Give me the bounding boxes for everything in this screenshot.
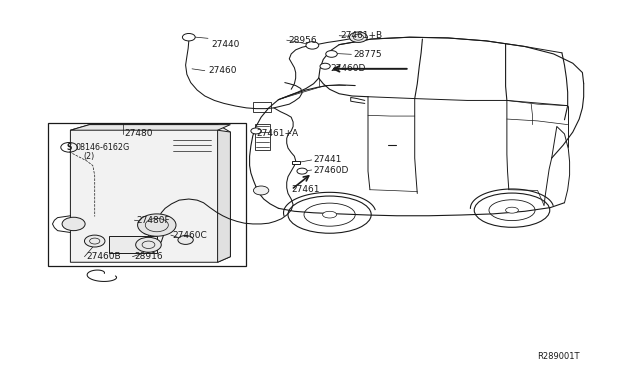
Text: 28956: 28956 <box>288 36 317 45</box>
Polygon shape <box>218 130 230 262</box>
Bar <box>253 102 271 112</box>
Ellipse shape <box>506 207 518 213</box>
Text: 08146-6162G: 08146-6162G <box>76 143 130 152</box>
Text: 27441: 27441 <box>314 155 342 164</box>
Text: 27480: 27480 <box>125 129 154 138</box>
Circle shape <box>138 214 176 236</box>
Circle shape <box>306 42 319 49</box>
Text: 28775: 28775 <box>353 50 382 59</box>
Ellipse shape <box>323 211 337 218</box>
Circle shape <box>349 32 367 42</box>
Circle shape <box>297 168 307 174</box>
Text: 27480F: 27480F <box>136 216 170 225</box>
Text: 27460C: 27460C <box>173 231 207 240</box>
Text: 27460D: 27460D <box>330 64 365 73</box>
Polygon shape <box>70 125 230 262</box>
Bar <box>48 123 246 266</box>
Bar <box>109 236 157 253</box>
Text: 27461+B: 27461+B <box>340 31 383 40</box>
Circle shape <box>326 51 337 57</box>
Circle shape <box>84 235 105 247</box>
Text: 27440: 27440 <box>211 40 239 49</box>
Bar <box>292 161 300 164</box>
Circle shape <box>62 217 85 231</box>
Text: 27460D: 27460D <box>314 166 349 174</box>
Circle shape <box>182 33 195 41</box>
Circle shape <box>136 237 161 252</box>
Circle shape <box>251 128 261 134</box>
Text: 27461+A: 27461+A <box>256 129 298 138</box>
Text: S: S <box>67 143 72 152</box>
Circle shape <box>253 186 269 195</box>
Text: (2): (2) <box>83 152 95 161</box>
Text: 27460B: 27460B <box>86 252 121 261</box>
Circle shape <box>178 235 193 244</box>
Text: 27460: 27460 <box>208 66 237 75</box>
Text: 28916: 28916 <box>134 252 163 261</box>
Bar <box>255 124 270 150</box>
Circle shape <box>320 63 330 69</box>
Polygon shape <box>70 125 230 130</box>
Text: 27461: 27461 <box>291 185 320 194</box>
Text: R289001T: R289001T <box>538 352 580 361</box>
